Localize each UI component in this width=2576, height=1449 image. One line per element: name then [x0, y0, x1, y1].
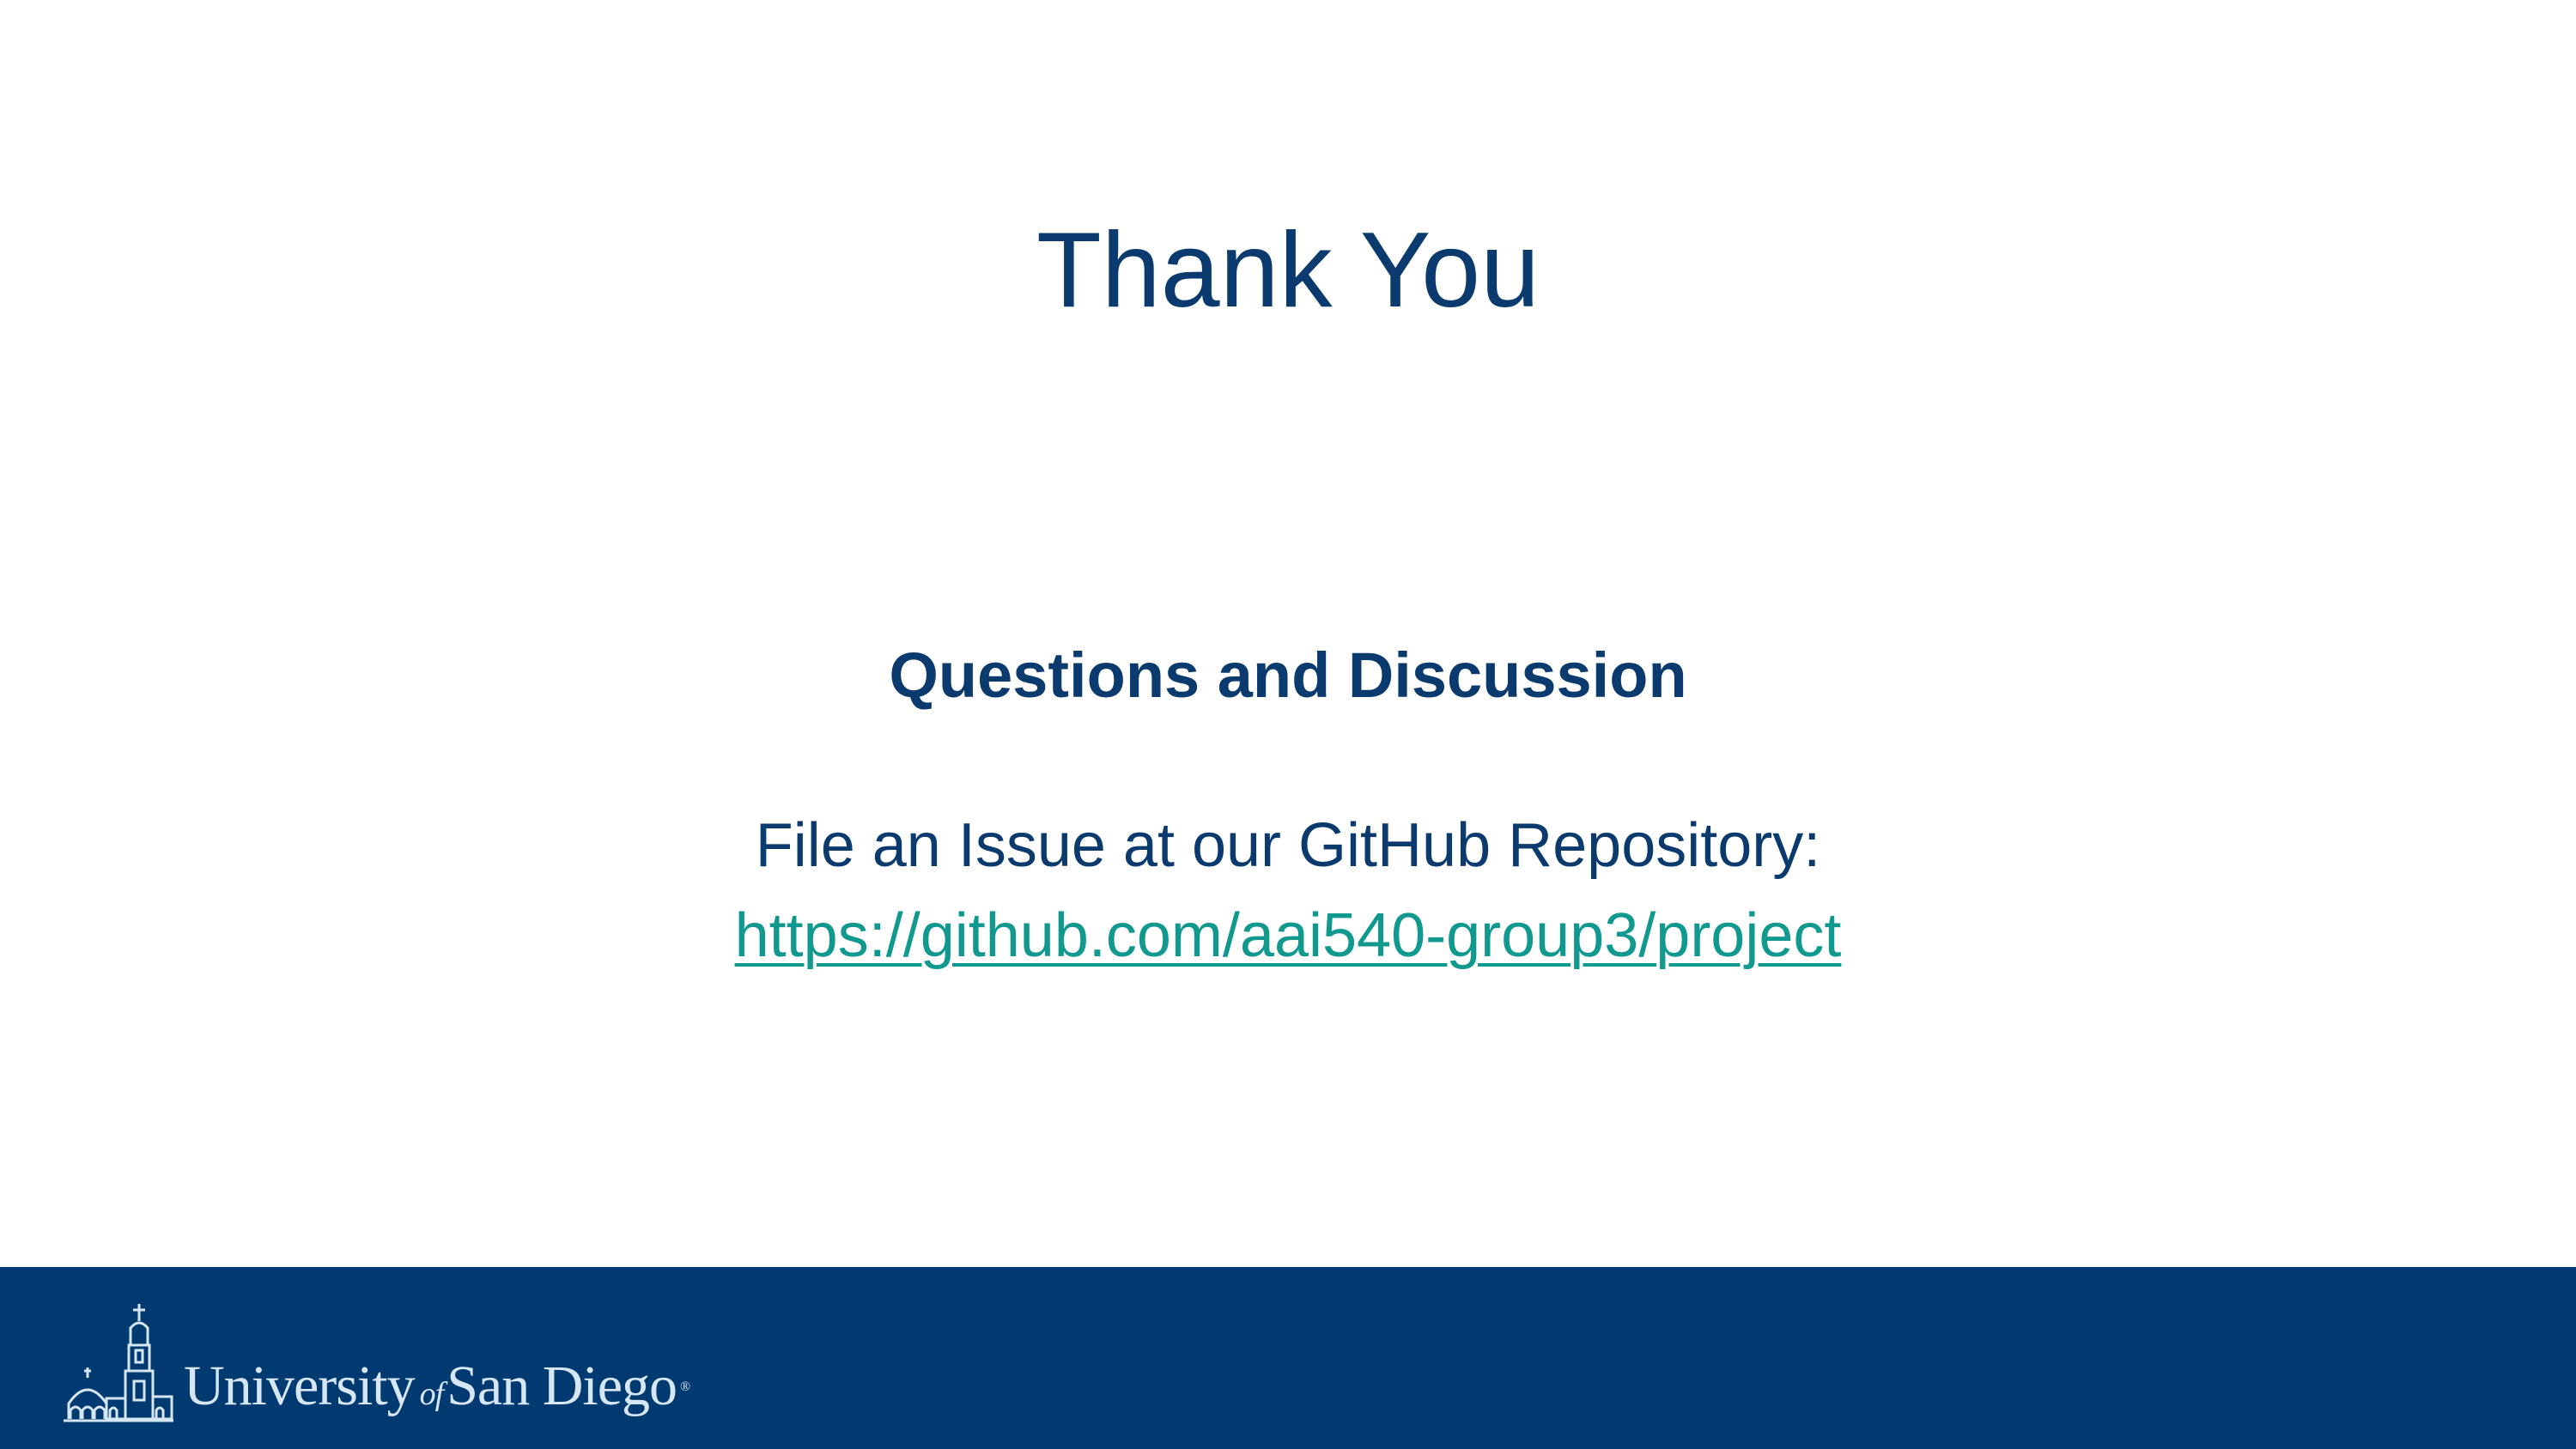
- wordmark-san-diego: San Diego: [447, 1355, 677, 1417]
- wordmark-of: of: [419, 1376, 445, 1412]
- questions-heading: Questions and Discussion: [889, 640, 1687, 711]
- slide-title: Thank You: [1036, 211, 1540, 330]
- issue-instruction: File an Issue at our GitHub Repository:: [755, 811, 1821, 880]
- wordmark-university: University: [184, 1355, 416, 1417]
- university-wordmark: University of San Diego ®: [184, 1358, 690, 1422]
- registered-mark: ®: [680, 1379, 690, 1394]
- mission-building-icon: [64, 1304, 173, 1422]
- github-repository-link[interactable]: https://github.com/aai540-group3/project: [734, 901, 1842, 970]
- footer-bar: [0, 1267, 2576, 1449]
- university-logo: University of San Diego ®: [62, 1302, 690, 1428]
